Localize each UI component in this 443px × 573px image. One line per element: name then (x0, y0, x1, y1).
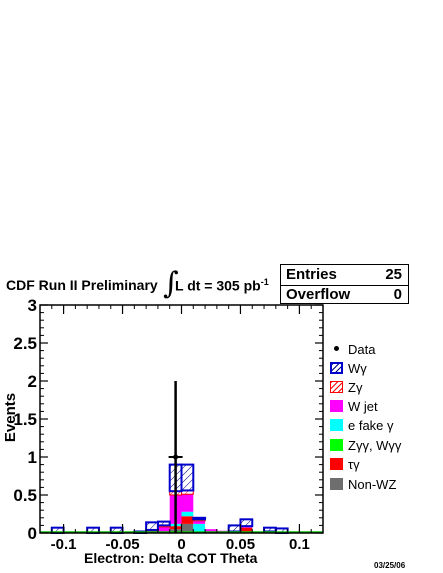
x-tick-label: 0.05 (226, 536, 255, 553)
legend-label-zgg-wgg: Zγγ, Wγγ (348, 438, 402, 453)
bar-- (181, 516, 194, 524)
run-label: CDF Run II Preliminary (6, 277, 158, 293)
bar-e-fake- (193, 523, 206, 532)
bar-w-jet (181, 494, 194, 512)
bar-w- (263, 526, 277, 533)
legend-swatch-efake (330, 419, 343, 431)
entries-row: Entries 25 (286, 266, 402, 284)
y-tick-label: 0.5 (13, 486, 37, 505)
legend-swatch-taugamma (330, 458, 343, 470)
bar-e-fake- (181, 511, 194, 517)
bar-w-jet (193, 520, 206, 524)
legend-swatch-wjet (330, 400, 343, 412)
bar-w- (156, 520, 171, 527)
x-tick-label: -0.05 (105, 536, 139, 553)
y-axis-title: Events (2, 392, 20, 443)
legend-label-taugamma: τγ (348, 457, 360, 472)
integral-sign: ∫ (163, 266, 179, 301)
bar-w- (145, 521, 159, 531)
x-tick-label: 0 (177, 536, 185, 553)
bar-- (240, 527, 253, 533)
lumi-label: L dt = 305 pb-1 (175, 277, 269, 294)
x-axis-title: Electron: Delta COT Theta (84, 550, 258, 566)
overflow-row: Overflow 0 (286, 286, 402, 304)
footer-date: 03/25/06 (374, 561, 406, 570)
legend-swatch-zgamma (330, 381, 343, 393)
bar-w- (180, 463, 195, 492)
y-tick-label: 2 (28, 372, 37, 391)
lumi-exponent: -1 (260, 277, 269, 287)
bar-w- (227, 524, 242, 533)
legend-label-zgamma: Zγ (348, 380, 363, 395)
bar-w-jet (205, 529, 217, 533)
legend-swatch-wgamma (330, 362, 343, 374)
x-tick-label: -0.1 (51, 536, 77, 553)
y-tick-label: 0 (28, 524, 37, 543)
y-tick-label: 3 (28, 296, 37, 315)
bar-w- (239, 518, 254, 528)
entries-value: 25 (385, 266, 402, 283)
overflow-value: 0 (393, 286, 402, 303)
legend-label-data: Data (348, 342, 376, 357)
legend-marker-data (330, 343, 343, 355)
overflow-label: Overflow (286, 286, 351, 303)
legend-label-nonwz: Non-WZ (348, 477, 397, 492)
axes: 0 0.5 1 1.5 2 2.5 3 -0.1 -0.05 0 0.05 0.1 (13, 296, 324, 553)
bar-w-jet (157, 526, 170, 533)
entries-label: Entries (286, 266, 337, 283)
legend-label-wgamma: Wγ (348, 361, 367, 376)
stats-divider (281, 285, 408, 286)
y-tick-label: 1 (28, 448, 37, 467)
y-tick-label: 1.5 (13, 410, 37, 429)
bar-w- (192, 516, 207, 521)
legend-swatch-zgg-wgg (330, 439, 343, 451)
legend-swatch-nonwz (330, 478, 343, 490)
data-point (173, 454, 179, 460)
legend-label-wjet: W jet (348, 399, 378, 414)
data-points (168, 381, 183, 533)
y-tick-label: 2.5 (13, 334, 37, 353)
lumi-text: L dt = 305 pb (175, 277, 261, 294)
legend-label-efake: e fake γ (348, 418, 394, 433)
x-tick-label: 0.1 (289, 536, 310, 553)
stacked-bars (40, 463, 323, 535)
bar-non-wz (181, 523, 194, 533)
stats-box: Entries 25 Overflow 0 (280, 264, 409, 304)
